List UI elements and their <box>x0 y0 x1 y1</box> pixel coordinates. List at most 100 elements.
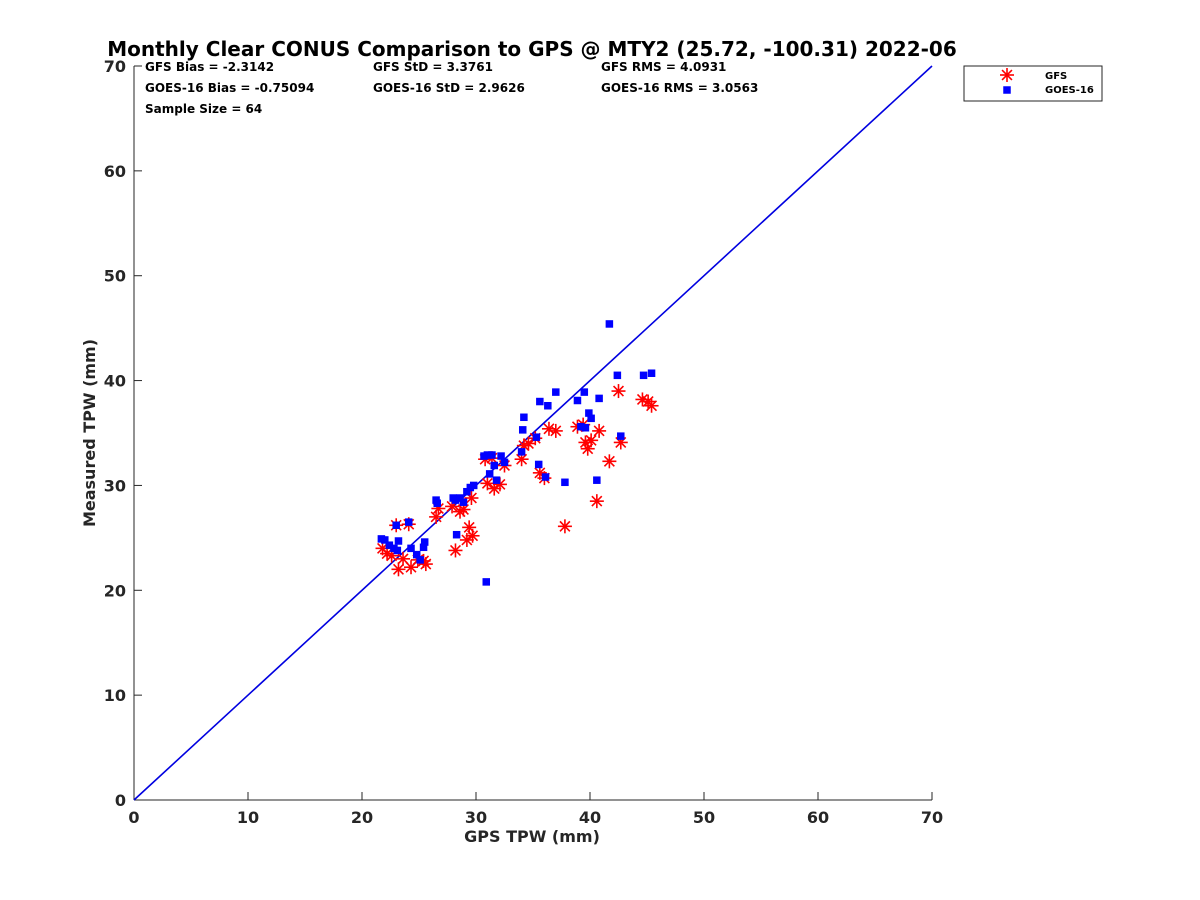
goes16-point <box>500 458 509 467</box>
x-tick-label: 60 <box>807 808 829 827</box>
stat-sample-size: Sample Size = 64 <box>145 102 262 116</box>
y-tick-label: 30 <box>104 476 126 495</box>
goes16-point <box>552 388 560 396</box>
y-tick-label: 40 <box>104 372 126 391</box>
reference-line-layer <box>133 65 933 801</box>
gfs-point <box>448 543 463 558</box>
gfs-point <box>644 398 659 413</box>
stat-goes-bias: GOES-16 Bias = -0.75094 <box>145 81 314 95</box>
goes16-point <box>381 536 389 544</box>
gfs-point <box>548 423 563 438</box>
x-tick-label: 40 <box>579 808 601 827</box>
x-tick-label: 50 <box>693 808 715 827</box>
gfs-point <box>589 494 604 509</box>
goes16-point <box>497 452 505 460</box>
goes16-point <box>492 476 501 484</box>
goes16-point <box>459 498 468 506</box>
plot-axes: 0 10 20 30 40 50 60 70 0 10 20 30 40 50 60 70 <box>104 57 943 827</box>
goes16-point <box>482 578 491 586</box>
gfs-point <box>584 433 599 448</box>
goes16-point <box>532 433 541 441</box>
goes16-point <box>385 541 394 549</box>
goes16-point <box>536 397 544 406</box>
goes16-point <box>520 413 528 422</box>
gfs-point <box>611 384 626 399</box>
x-tick-label: 10 <box>237 808 259 827</box>
legend-goes16-marker <box>1003 86 1011 94</box>
goes16-point <box>432 496 440 504</box>
goes16-point <box>393 546 402 555</box>
goes16-point <box>463 487 471 496</box>
y-tick-label: 20 <box>104 581 126 600</box>
goes16-point <box>485 470 494 478</box>
chart-title: Monthly Clear CONUS Comparison to GPS @ … <box>107 37 957 61</box>
stat-gfs-bias: GFS Bias = -2.3142 <box>145 60 274 74</box>
gfs-point <box>557 519 572 534</box>
stat-gfs-std: GFS StD = 3.3761 <box>373 60 493 74</box>
goes16-point <box>573 396 582 405</box>
goes16-point <box>394 537 403 545</box>
legend-box <box>963 65 1103 102</box>
gfs-point <box>459 532 474 547</box>
goes16-point <box>518 426 527 434</box>
gfs-point <box>521 436 536 451</box>
goes16-point <box>593 476 601 484</box>
stat-goes-std: GOES-16 StD = 2.9626 <box>373 81 525 95</box>
gfs-point <box>391 562 406 577</box>
goes16-point <box>407 544 415 553</box>
x-tick-label: 30 <box>465 808 487 827</box>
goes16-series <box>377 320 656 586</box>
goes16-point <box>647 369 656 377</box>
legend-goes16-label: GOES-16 <box>1045 85 1094 96</box>
statistics-panel: GFS Bias = -2.3142 GFS StD = 3.3761 GFS … <box>145 60 758 116</box>
goes16-point <box>404 518 413 526</box>
y-tick-label: 60 <box>104 162 126 181</box>
goes16-point <box>490 461 498 470</box>
goes16-point <box>469 481 478 490</box>
goes16-point <box>605 320 614 328</box>
y-tick-label: 10 <box>104 686 126 705</box>
goes16-point <box>534 460 543 469</box>
x-tick-label: 0 <box>128 808 139 827</box>
gfs-point <box>541 421 556 436</box>
goes16-point <box>451 496 460 504</box>
legend-gfs-asterisk <box>1000 68 1014 82</box>
goes16-point <box>419 543 428 552</box>
goes16-point <box>544 401 552 410</box>
gfs-point <box>429 509 444 524</box>
stat-gfs-rms: GFS RMS = 4.0931 <box>601 60 726 74</box>
gfs-point <box>592 423 607 438</box>
goes16-point <box>613 371 622 380</box>
gfs-point <box>465 528 480 543</box>
goes16-point <box>452 530 461 539</box>
one-to-one-line <box>133 65 933 801</box>
gfs-series <box>375 384 659 577</box>
x-axis-title: GPS TPW (mm) <box>464 827 600 846</box>
goes16-point <box>580 388 589 396</box>
legend: GFS GOES-16 <box>963 65 1103 102</box>
legend-goes16-square <box>1003 86 1011 94</box>
goes16-point <box>392 521 400 530</box>
goes16-point <box>585 409 593 417</box>
goes16-point <box>420 538 429 546</box>
gfs-point <box>635 392 650 407</box>
goes16-point <box>617 432 625 440</box>
goes16-point <box>517 448 526 456</box>
y-tick-label: 0 <box>115 791 126 810</box>
goes16-point <box>488 451 496 459</box>
goes16-point <box>561 478 569 487</box>
y-tick-label: 50 <box>104 267 126 286</box>
y-tick-label: 70 <box>104 57 126 76</box>
goes16-point <box>416 556 424 564</box>
goes16-point <box>483 451 492 459</box>
goes16-point <box>541 473 550 481</box>
goes16-point <box>577 422 585 431</box>
goes16-point <box>412 550 421 559</box>
goes16-point <box>581 424 590 432</box>
gfs-point <box>602 454 617 469</box>
goes16-point <box>639 371 648 380</box>
goes16-point <box>587 414 595 423</box>
legend-gfs-label: GFS <box>1045 71 1067 82</box>
stat-goes-rms: GOES-16 RMS = 3.0563 <box>601 81 758 95</box>
